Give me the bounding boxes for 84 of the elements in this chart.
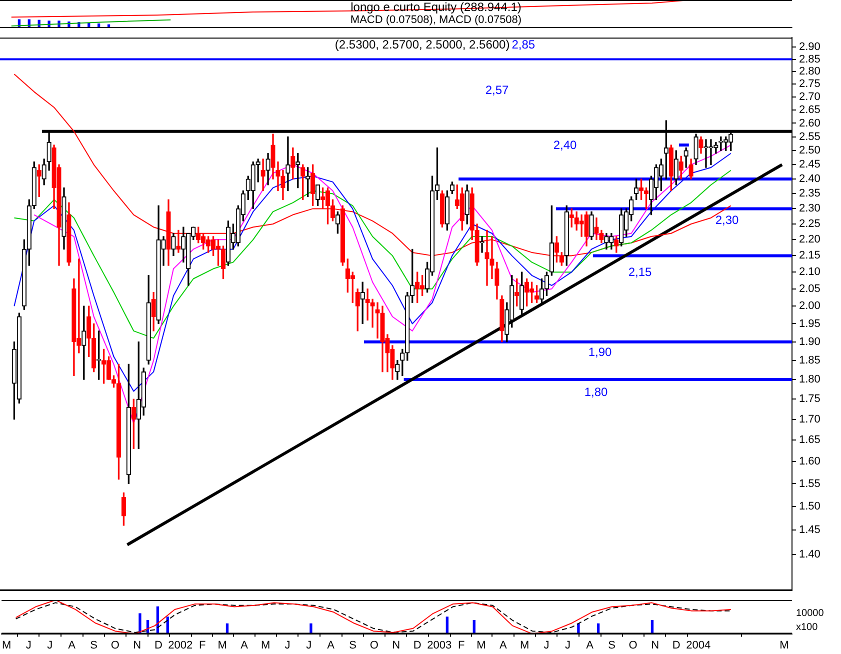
x-tick-label: A bbox=[586, 639, 594, 652]
y-tick-label: 2.85 bbox=[799, 53, 820, 66]
annotation: 1,80 bbox=[584, 385, 608, 399]
bar bbox=[310, 623, 312, 634]
y-tick-label: 1.50 bbox=[799, 500, 820, 513]
x-tick-label: F bbox=[458, 639, 466, 652]
x-tick-label: J bbox=[26, 639, 32, 652]
x-tick-label: 2004 bbox=[686, 639, 711, 652]
x-tick-label: M bbox=[260, 639, 270, 652]
x-tick-label: 2003 bbox=[427, 639, 452, 652]
y-tick-label: 1.45 bbox=[799, 524, 820, 536]
x-tick-label: M bbox=[2, 639, 12, 652]
annotation: 1,90 bbox=[588, 345, 612, 359]
y-tick-label: 2.70 bbox=[799, 90, 820, 103]
y-tick-label: 1.85 bbox=[799, 354, 820, 366]
y-tick-label: 2.05 bbox=[799, 282, 820, 295]
text: x100 bbox=[796, 622, 818, 633]
x-tick-label: M bbox=[218, 639, 227, 652]
annotation: 2,30 bbox=[715, 213, 739, 227]
x-tick-label: O bbox=[628, 639, 638, 652]
x-tick-label: N bbox=[651, 639, 660, 652]
x-tick-label: N bbox=[392, 639, 400, 652]
y-tick-label: 1.40 bbox=[799, 548, 820, 561]
x-tick-label: S bbox=[90, 639, 98, 652]
x-tick-label: J bbox=[306, 639, 312, 652]
y-tick-label: 2.90 bbox=[799, 41, 820, 54]
x-tick-label: A bbox=[327, 639, 336, 652]
annotation: 2,40 bbox=[553, 138, 577, 152]
annotation: 2,57 bbox=[485, 83, 509, 97]
y-tick-label: 1.80 bbox=[799, 374, 820, 386]
y-tick-label: 1.70 bbox=[799, 413, 820, 426]
candlestick bbox=[176, 230, 181, 253]
y-tick-label: 1.90 bbox=[799, 336, 820, 348]
x-tick-label: M bbox=[520, 639, 530, 652]
x-tick-label: S bbox=[349, 639, 356, 652]
x-tick-label: J bbox=[47, 639, 53, 652]
y-tick-label: 2.10 bbox=[799, 266, 820, 278]
y-tick-label: 2.20 bbox=[799, 234, 820, 246]
candlestick bbox=[286, 136, 290, 192]
y-tick-label: 2.30 bbox=[799, 202, 820, 215]
x-tick-label: O bbox=[370, 639, 379, 652]
x-tick-label: D bbox=[672, 639, 680, 652]
x-tick-label: N bbox=[133, 639, 142, 652]
y-tick-label: 1.95 bbox=[799, 318, 820, 330]
y-tick-label: 2.60 bbox=[799, 117, 820, 130]
y-tick-label: 2.65 bbox=[799, 104, 820, 116]
x-tick-label: J bbox=[544, 639, 550, 652]
y-tick-label: 2.25 bbox=[799, 218, 820, 230]
y-tick-label: 2.35 bbox=[799, 188, 820, 200]
x-tick-label: O bbox=[110, 639, 120, 652]
x-tick-label: M bbox=[476, 639, 486, 652]
candlestick bbox=[375, 302, 380, 339]
annotation: 2,15 bbox=[628, 265, 652, 279]
x-tick-label: J bbox=[284, 639, 290, 652]
y-tick-label: 1.55 bbox=[799, 478, 820, 490]
y-tick-label: 2.40 bbox=[799, 173, 820, 186]
candlestick bbox=[260, 158, 266, 192]
y-tick-label: 1.60 bbox=[799, 456, 820, 468]
y-tick-label: 2.55 bbox=[799, 130, 820, 143]
y-tick-label: 2.50 bbox=[799, 144, 820, 157]
x-tick-label: 2002 bbox=[168, 639, 193, 652]
x-tick-label: S bbox=[608, 639, 616, 652]
x-tick-label: A bbox=[68, 639, 76, 652]
bar bbox=[138, 613, 142, 634]
y-tick-label: 1.75 bbox=[799, 393, 820, 406]
ref-line-label: 2,85 bbox=[512, 38, 536, 52]
bar bbox=[577, 623, 580, 634]
y-tick-label: 2.45 bbox=[799, 158, 820, 171]
x-tick-label: D bbox=[413, 639, 422, 652]
x-tick-label: M bbox=[780, 639, 789, 652]
y-tick-label: 2.75 bbox=[799, 78, 820, 90]
x-tick-label: A bbox=[240, 639, 249, 652]
y-tick-label: 2.80 bbox=[799, 66, 820, 78]
text: 10000 bbox=[796, 608, 824, 619]
chart-title: (2.5300, 2.5700, 2.5000, 2.5600) bbox=[334, 38, 510, 52]
x-tick-label: J bbox=[565, 639, 571, 652]
bar bbox=[446, 616, 449, 634]
x-tick-label: A bbox=[500, 639, 508, 652]
y-tick-label: 2.15 bbox=[799, 250, 820, 262]
y-tick-label: 2.00 bbox=[799, 300, 820, 312]
x-tick-label: D bbox=[154, 639, 162, 652]
x-tick-label: F bbox=[199, 639, 206, 652]
y-tick-label: 1.65 bbox=[799, 434, 820, 446]
text: MACD (0.07508), MACD (0.07508) bbox=[350, 14, 522, 26]
